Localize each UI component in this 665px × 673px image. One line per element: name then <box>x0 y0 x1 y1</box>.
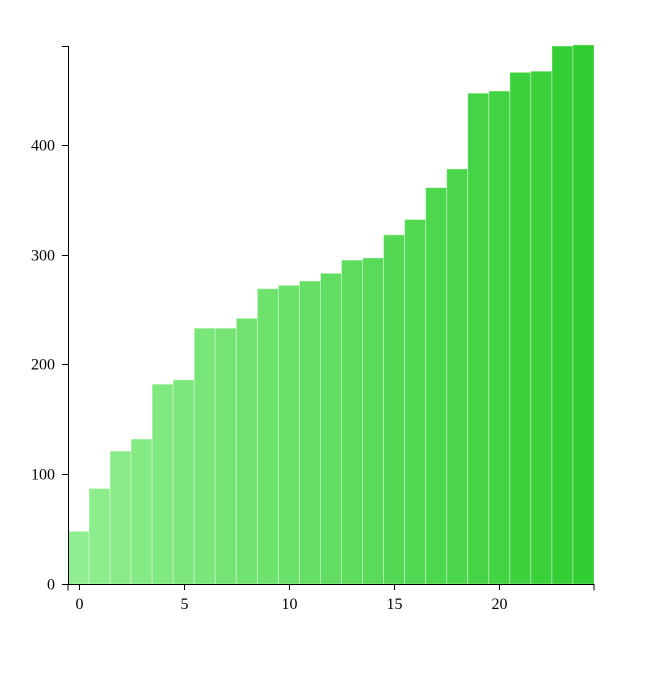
bar-3 <box>130 438 153 585</box>
bar-9 <box>256 288 279 585</box>
bar-22 <box>530 70 553 585</box>
y-tick-label-200: 200 <box>31 357 55 374</box>
bar-13 <box>341 259 364 585</box>
bar-20 <box>488 90 511 585</box>
bar-21 <box>509 71 532 585</box>
bar-17 <box>425 187 448 585</box>
y-tick-label-100: 100 <box>31 467 55 484</box>
x-axis-line <box>67 584 595 591</box>
x-tick-label-0: 0 <box>76 596 84 613</box>
y-tick-label-300: 300 <box>31 248 55 265</box>
bar-4 <box>151 383 174 585</box>
bars-group <box>67 44 595 585</box>
bar-0 <box>67 530 90 585</box>
bar-19 <box>467 92 490 585</box>
bar-15 <box>383 234 406 585</box>
bar-5 <box>172 379 195 585</box>
y-tick-label-0: 0 <box>47 577 55 594</box>
y-axis: 0 100 200 300 400 <box>31 46 69 594</box>
bar-8 <box>235 317 258 585</box>
x-tick-label-5: 5 <box>181 596 189 613</box>
x-tick-label-15: 15 <box>387 596 403 613</box>
bar-16 <box>404 218 427 585</box>
bar-11 <box>298 280 321 585</box>
x-tick-label-10: 10 <box>282 596 298 613</box>
bar-7 <box>214 327 237 585</box>
bar-12 <box>319 272 343 585</box>
y-axis-line <box>62 46 69 585</box>
y-tick-label-400: 400 <box>31 138 55 155</box>
bar-2 <box>109 450 132 585</box>
bar-10 <box>277 284 300 585</box>
x-tick-label-20: 20 <box>492 596 508 613</box>
bar-18 <box>446 168 469 585</box>
bar-6 <box>193 327 216 585</box>
bar-23 <box>551 45 574 585</box>
bar-24 <box>572 44 595 585</box>
x-axis: 0 5 10 15 20 <box>67 584 595 613</box>
bar-1 <box>88 487 111 585</box>
bar-14 <box>362 257 385 585</box>
